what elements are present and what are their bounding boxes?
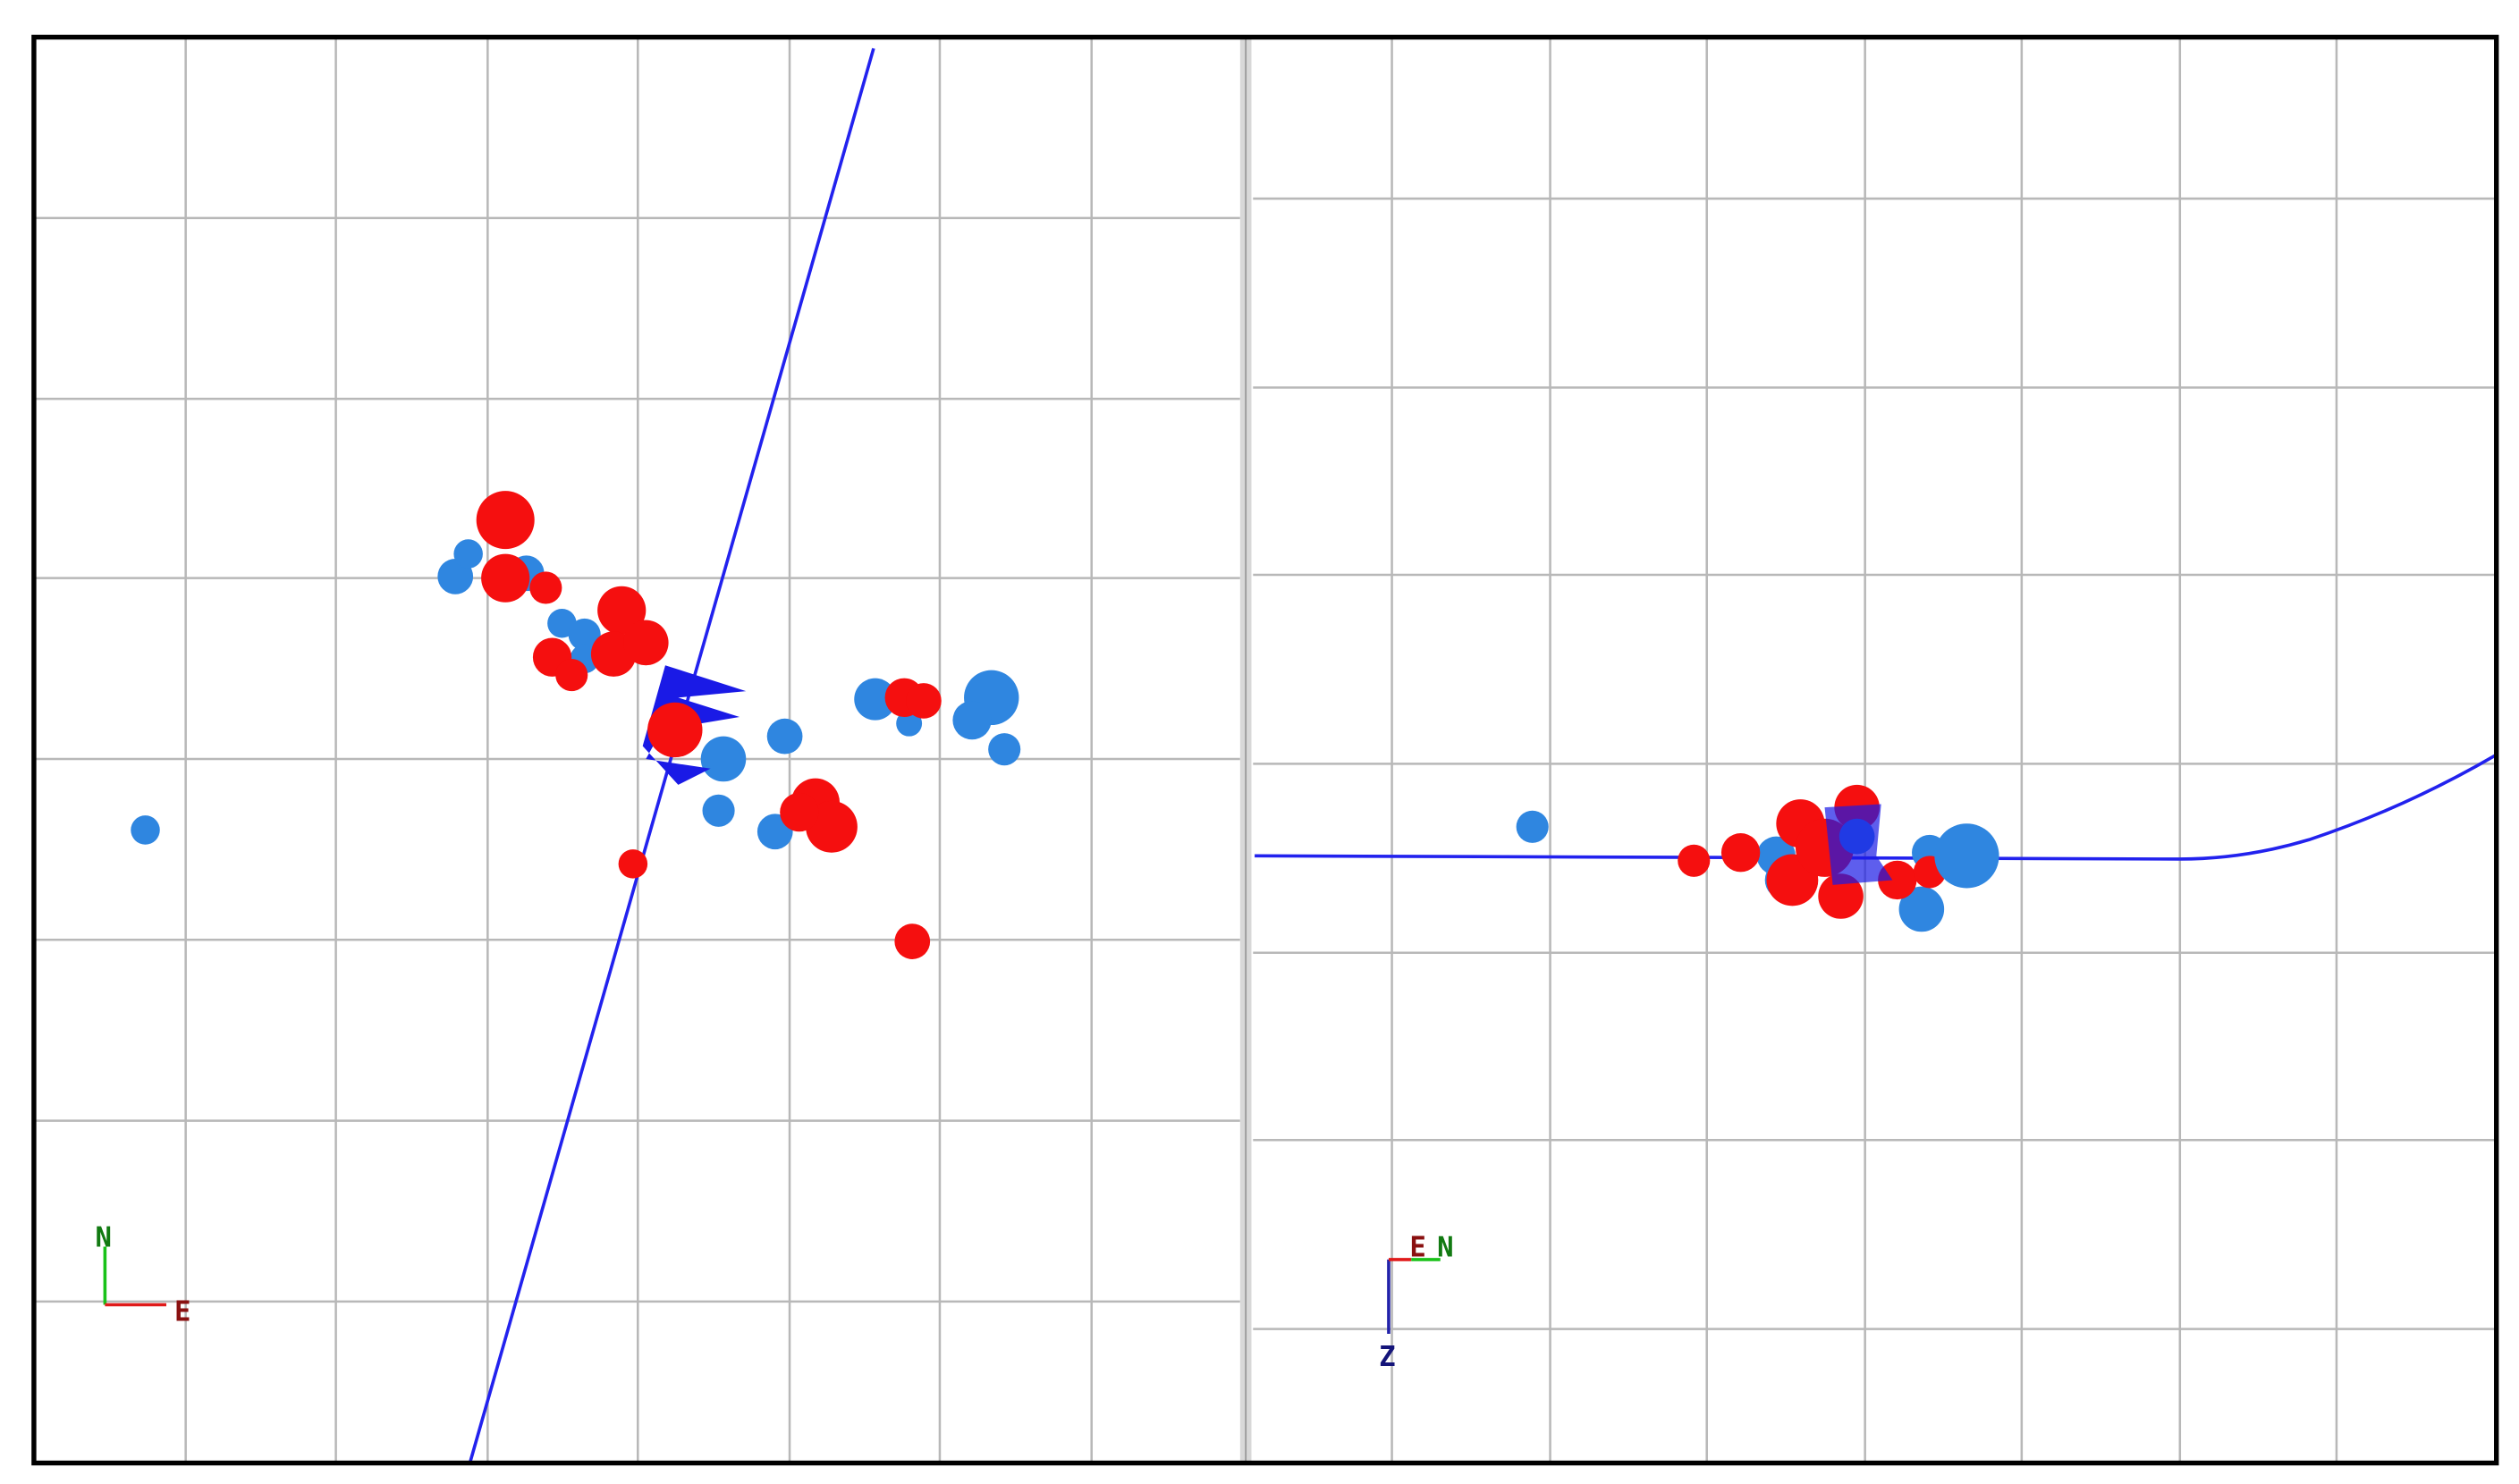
axis-label: N (96, 1222, 112, 1253)
events-right (1516, 784, 1999, 932)
frame (31, 34, 2499, 1466)
events-left (131, 491, 1021, 959)
axis-label: N (1437, 1232, 1453, 1263)
well-path (1255, 754, 2496, 861)
axis-label: E (1409, 1232, 1425, 1263)
axis-label: Z (1379, 1342, 1395, 1373)
axis-triad-right: E N Z (1379, 1232, 1453, 1373)
right-grid (1253, 38, 2495, 1463)
axis-label: E (174, 1297, 190, 1328)
axis-triad-left: N E (96, 1222, 191, 1328)
